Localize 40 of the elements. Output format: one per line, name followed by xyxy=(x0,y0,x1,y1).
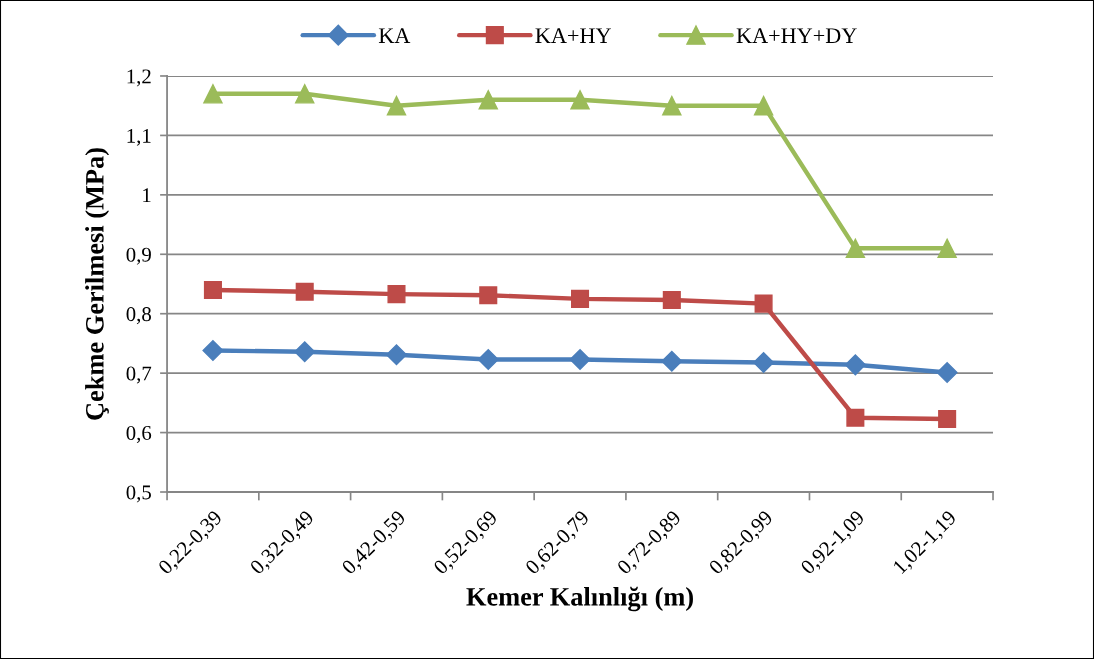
point xyxy=(753,351,775,373)
point xyxy=(203,84,223,104)
y-tick-label: 1,1 xyxy=(127,128,151,146)
point xyxy=(295,282,314,301)
point xyxy=(844,354,866,376)
point xyxy=(203,280,222,299)
point xyxy=(662,291,681,310)
x-axis-title: Kemer Kalınlığı (m) xyxy=(466,586,693,612)
point xyxy=(569,348,591,370)
point xyxy=(477,348,499,370)
point xyxy=(754,294,773,313)
legend-label: KA+HY+DY xyxy=(736,28,857,43)
point xyxy=(936,362,958,384)
y-tick-label: 0,8 xyxy=(126,307,151,325)
y-tick-label: 1 xyxy=(143,188,151,203)
y-axis-title: Çekme Gerilmesi (MPa) xyxy=(85,148,110,420)
point xyxy=(570,90,590,110)
y-tick-label: 1,2 xyxy=(127,69,151,87)
point xyxy=(385,344,408,366)
legend-label: KA+HY xyxy=(535,28,611,43)
y-tick-label: 0,9 xyxy=(126,247,151,265)
point xyxy=(661,350,683,372)
point xyxy=(294,84,315,104)
point xyxy=(937,238,957,259)
point xyxy=(386,95,407,116)
point xyxy=(571,289,590,308)
y-tick-label: 0,5 xyxy=(126,485,151,503)
point xyxy=(202,340,224,362)
point xyxy=(479,286,498,305)
point xyxy=(478,90,498,110)
point xyxy=(294,341,316,363)
y-tick-label: 0,7 xyxy=(126,366,152,384)
y-tick-label: 0,6 xyxy=(126,425,152,444)
point xyxy=(846,408,865,427)
point xyxy=(845,238,866,259)
point xyxy=(387,285,406,304)
point xyxy=(753,95,774,116)
point xyxy=(662,95,682,116)
legend-label: KA xyxy=(378,28,411,43)
point xyxy=(938,409,957,428)
